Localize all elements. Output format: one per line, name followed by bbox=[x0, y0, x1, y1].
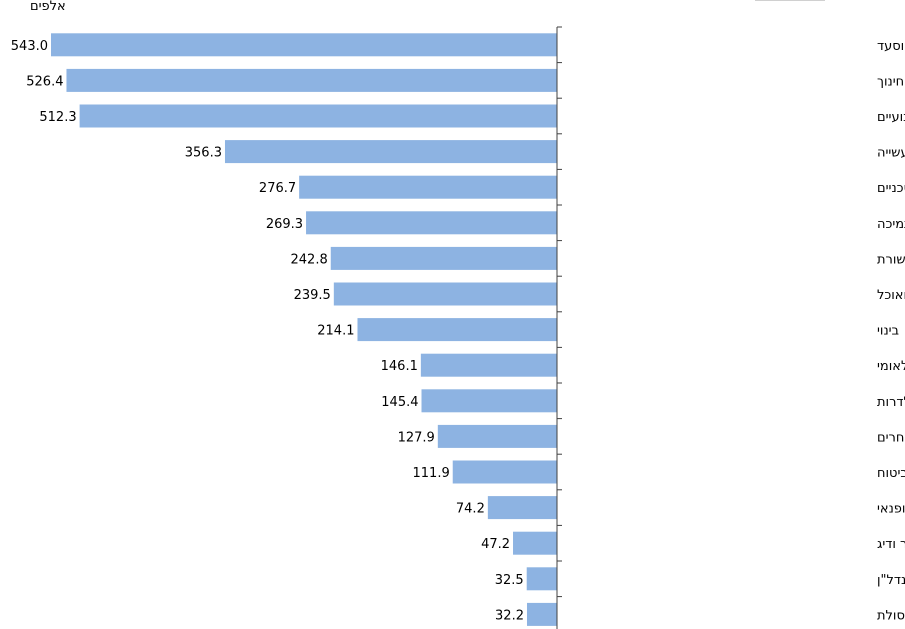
value-label: 512.3 bbox=[39, 110, 76, 125]
value-label: 32.5 bbox=[495, 573, 524, 588]
value-label: 32.2 bbox=[495, 608, 524, 623]
category-label: שירותי תחבורה, אחסנה, דואר ובלדרות bbox=[877, 395, 905, 410]
bar bbox=[421, 389, 557, 413]
category-label: אספקת חשמל ומים, שירותי ביוב וטיהור וטיפ… bbox=[877, 608, 905, 623]
value-label: 146.1 bbox=[381, 359, 418, 374]
category-label: מסחר סיטוני וקמעוני ותיקון כלי רכב מנועי… bbox=[877, 110, 905, 125]
value-label: 111.9 bbox=[413, 466, 450, 481]
bar bbox=[526, 567, 557, 591]
bar bbox=[333, 282, 557, 306]
category-label: בינוי bbox=[877, 324, 899, 339]
value-label: 269.3 bbox=[266, 217, 303, 232]
bar bbox=[357, 318, 557, 342]
category-label: פעילויות בנדל"ן bbox=[877, 573, 905, 588]
category-label: שירותי בריאות, רווחה וסעד bbox=[877, 39, 905, 54]
value-label: 276.7 bbox=[259, 181, 296, 196]
top-divider-line bbox=[755, 0, 825, 1]
unit-label: אלפים bbox=[30, 0, 66, 14]
bar bbox=[330, 246, 557, 270]
value-label: 543.0 bbox=[11, 39, 48, 54]
category-label: שירותים פיננסיים ושירותי ביטוח bbox=[877, 466, 905, 481]
category-label: מינהל מקומי, ציבורי וביטחון לאומי bbox=[877, 359, 905, 374]
value-label: 127.9 bbox=[398, 430, 435, 445]
category-label: אמנות, בידור ופנאי bbox=[877, 502, 905, 517]
bar bbox=[487, 496, 557, 520]
category-label: שירותים מקצועיים, מדעיים וטכניים bbox=[877, 181, 905, 196]
value-label: 526.4 bbox=[26, 74, 63, 89]
bar bbox=[437, 424, 557, 448]
bar bbox=[420, 353, 557, 377]
value-label: 145.4 bbox=[381, 395, 418, 410]
bar bbox=[306, 211, 557, 235]
bar bbox=[513, 531, 557, 555]
bar bbox=[452, 460, 557, 484]
value-label: 47.2 bbox=[481, 537, 510, 552]
value-labels-group: 543.0 526.4 512.3 356.3 276.7 269.3 242.8 239.5… bbox=[11, 39, 524, 624]
category-label: תעשייה bbox=[877, 146, 905, 161]
axis-group bbox=[556, 26, 562, 629]
bars-group bbox=[51, 33, 558, 626]
category-label: מידע ותקשורת bbox=[877, 252, 905, 267]
bar bbox=[51, 33, 557, 57]
bar bbox=[526, 602, 557, 626]
bar bbox=[66, 68, 558, 92]
value-label: 242.8 bbox=[291, 252, 328, 267]
value-label: 214.1 bbox=[317, 324, 354, 339]
value-label: 356.3 bbox=[185, 146, 222, 161]
category-labels-group: שירותי בריאות, רווחה וסעד חינוך מסחר סיטונ… bbox=[877, 39, 905, 624]
bar bbox=[224, 140, 557, 164]
category-label: שירותי אירוח ואוכל bbox=[877, 288, 905, 303]
value-label: 74.2 bbox=[456, 502, 485, 517]
value-label: 239.5 bbox=[294, 288, 331, 303]
category-label: שירותי ניהול ותמיכה bbox=[877, 217, 905, 232]
category-label: חינוך bbox=[877, 74, 904, 89]
bar bbox=[79, 104, 558, 128]
category-label: שירותים אחרים bbox=[877, 430, 905, 445]
category-label: חקלאות, ייעור ודיג bbox=[877, 537, 905, 552]
bar bbox=[299, 175, 557, 199]
